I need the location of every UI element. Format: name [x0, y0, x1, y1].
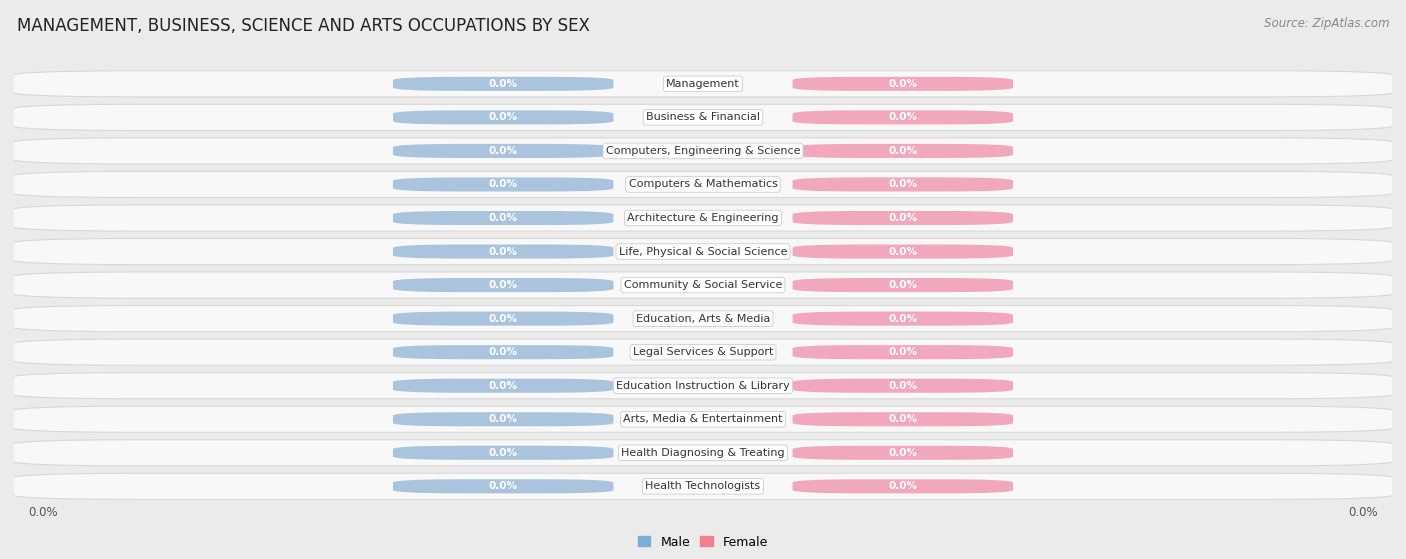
FancyBboxPatch shape: [7, 406, 1399, 432]
Text: 0.0%: 0.0%: [889, 79, 917, 89]
FancyBboxPatch shape: [793, 177, 1012, 192]
FancyBboxPatch shape: [392, 177, 613, 192]
Text: 0.0%: 0.0%: [28, 506, 58, 519]
Text: 0.0%: 0.0%: [889, 247, 917, 257]
Text: Computers, Engineering & Science: Computers, Engineering & Science: [606, 146, 800, 156]
FancyBboxPatch shape: [793, 144, 1012, 158]
Text: Management: Management: [666, 79, 740, 89]
FancyBboxPatch shape: [7, 239, 1399, 264]
FancyBboxPatch shape: [793, 278, 1012, 292]
FancyBboxPatch shape: [793, 211, 1012, 225]
Legend: Male, Female: Male, Female: [633, 530, 773, 553]
Text: 0.0%: 0.0%: [489, 179, 517, 190]
Text: 0.0%: 0.0%: [489, 381, 517, 391]
FancyBboxPatch shape: [7, 373, 1399, 399]
FancyBboxPatch shape: [793, 378, 1012, 393]
Text: Life, Physical & Social Science: Life, Physical & Social Science: [619, 247, 787, 257]
FancyBboxPatch shape: [793, 479, 1012, 494]
Text: Computers & Mathematics: Computers & Mathematics: [628, 179, 778, 190]
Text: 0.0%: 0.0%: [489, 112, 517, 122]
FancyBboxPatch shape: [7, 138, 1399, 164]
FancyBboxPatch shape: [7, 306, 1399, 331]
Text: 0.0%: 0.0%: [489, 79, 517, 89]
Text: Education Instruction & Library: Education Instruction & Library: [616, 381, 790, 391]
FancyBboxPatch shape: [7, 172, 1399, 197]
Text: 0.0%: 0.0%: [489, 146, 517, 156]
FancyBboxPatch shape: [793, 345, 1012, 359]
Text: Architecture & Engineering: Architecture & Engineering: [627, 213, 779, 223]
FancyBboxPatch shape: [7, 105, 1399, 130]
FancyBboxPatch shape: [392, 446, 613, 460]
FancyBboxPatch shape: [392, 412, 613, 427]
Text: 0.0%: 0.0%: [489, 347, 517, 357]
FancyBboxPatch shape: [7, 339, 1399, 365]
Text: 0.0%: 0.0%: [889, 347, 917, 357]
Text: Legal Services & Support: Legal Services & Support: [633, 347, 773, 357]
Text: 0.0%: 0.0%: [889, 414, 917, 424]
Text: Education, Arts & Media: Education, Arts & Media: [636, 314, 770, 324]
Text: Source: ZipAtlas.com: Source: ZipAtlas.com: [1264, 17, 1389, 30]
Text: 0.0%: 0.0%: [489, 247, 517, 257]
FancyBboxPatch shape: [793, 244, 1012, 259]
Text: 0.0%: 0.0%: [489, 314, 517, 324]
Text: Health Technologists: Health Technologists: [645, 481, 761, 491]
Text: 0.0%: 0.0%: [489, 448, 517, 458]
Text: 0.0%: 0.0%: [889, 112, 917, 122]
Text: 0.0%: 0.0%: [889, 481, 917, 491]
FancyBboxPatch shape: [793, 412, 1012, 427]
Text: Arts, Media & Entertainment: Arts, Media & Entertainment: [623, 414, 783, 424]
FancyBboxPatch shape: [7, 71, 1399, 97]
Text: 0.0%: 0.0%: [489, 481, 517, 491]
Text: 0.0%: 0.0%: [489, 280, 517, 290]
FancyBboxPatch shape: [793, 77, 1012, 91]
FancyBboxPatch shape: [793, 311, 1012, 326]
Text: 0.0%: 0.0%: [1348, 506, 1378, 519]
Text: 0.0%: 0.0%: [489, 213, 517, 223]
FancyBboxPatch shape: [7, 205, 1399, 231]
FancyBboxPatch shape: [392, 77, 613, 91]
FancyBboxPatch shape: [392, 110, 613, 125]
FancyBboxPatch shape: [7, 272, 1399, 298]
FancyBboxPatch shape: [392, 345, 613, 359]
FancyBboxPatch shape: [392, 144, 613, 158]
Text: 0.0%: 0.0%: [889, 146, 917, 156]
Text: 0.0%: 0.0%: [889, 179, 917, 190]
Text: 0.0%: 0.0%: [889, 448, 917, 458]
Text: MANAGEMENT, BUSINESS, SCIENCE AND ARTS OCCUPATIONS BY SEX: MANAGEMENT, BUSINESS, SCIENCE AND ARTS O…: [17, 17, 589, 35]
Text: 0.0%: 0.0%: [889, 280, 917, 290]
FancyBboxPatch shape: [392, 479, 613, 494]
FancyBboxPatch shape: [7, 473, 1399, 499]
Text: Business & Financial: Business & Financial: [645, 112, 761, 122]
FancyBboxPatch shape: [392, 244, 613, 259]
FancyBboxPatch shape: [392, 311, 613, 326]
FancyBboxPatch shape: [392, 278, 613, 292]
Text: Community & Social Service: Community & Social Service: [624, 280, 782, 290]
Text: 0.0%: 0.0%: [889, 314, 917, 324]
FancyBboxPatch shape: [7, 440, 1399, 466]
Text: 0.0%: 0.0%: [489, 414, 517, 424]
Text: Health Diagnosing & Treating: Health Diagnosing & Treating: [621, 448, 785, 458]
FancyBboxPatch shape: [392, 211, 613, 225]
FancyBboxPatch shape: [793, 446, 1012, 460]
FancyBboxPatch shape: [793, 110, 1012, 125]
FancyBboxPatch shape: [392, 378, 613, 393]
Text: 0.0%: 0.0%: [889, 213, 917, 223]
Text: 0.0%: 0.0%: [889, 381, 917, 391]
